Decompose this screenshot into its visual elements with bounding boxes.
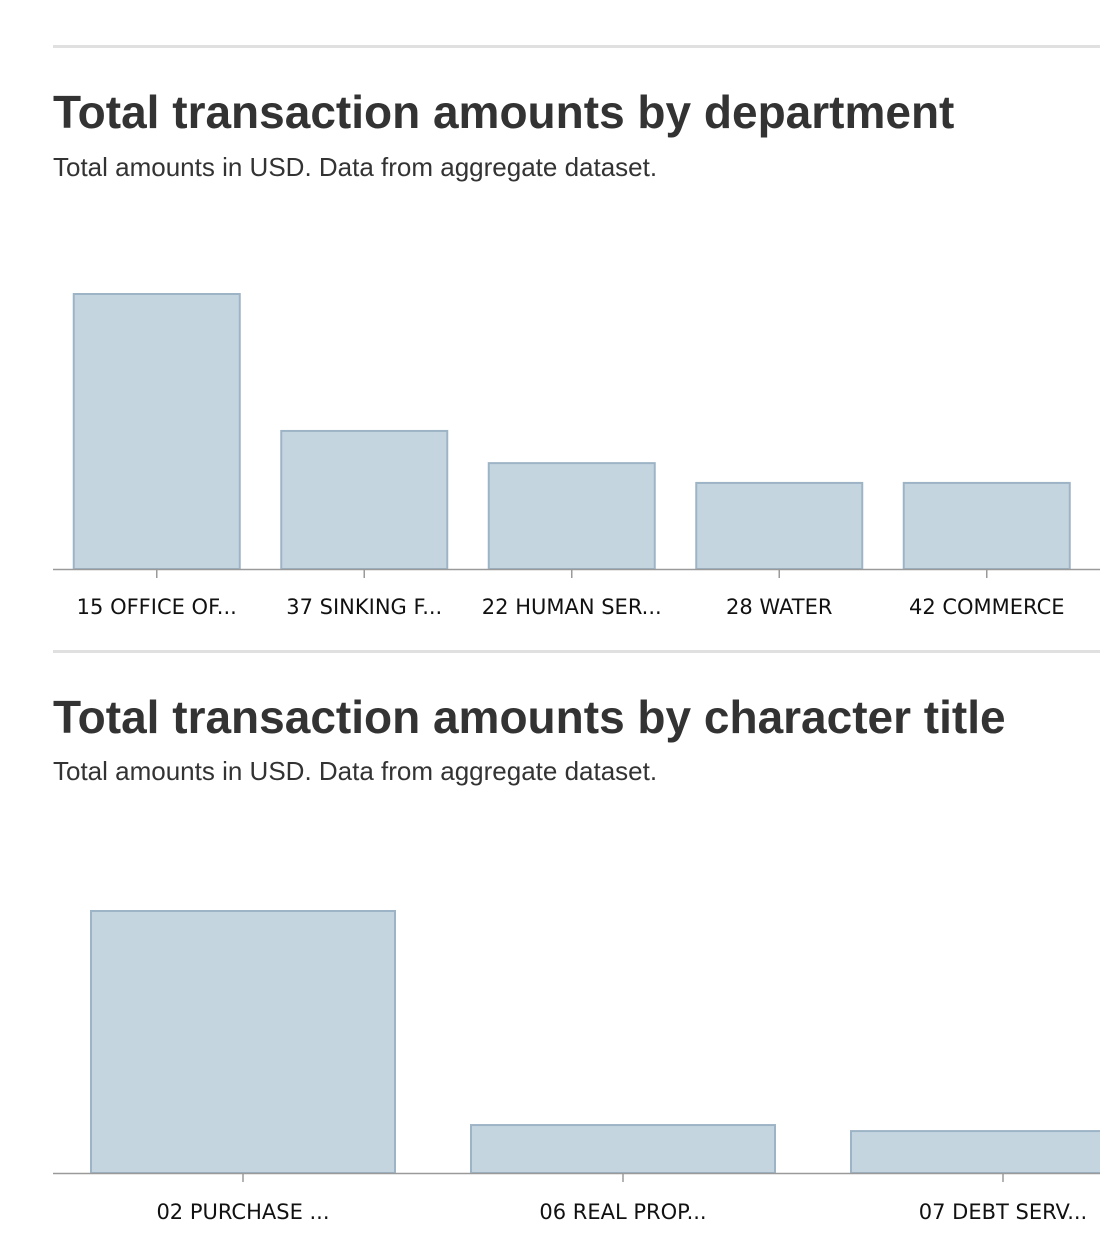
x-tick-label: 37 SINKING F... bbox=[286, 595, 442, 619]
bar bbox=[90, 910, 396, 1174]
chart-title: Total transaction amounts by character t… bbox=[53, 691, 1006, 743]
x-tick-label: 06 REAL PROP... bbox=[539, 1200, 706, 1224]
x-tick-label: 15 OFFICE OF... bbox=[77, 595, 237, 619]
department-bar-chart: 15 OFFICE OF... 37 SINKING F... 22 HUMAN S… bbox=[53, 293, 1100, 619]
bar bbox=[902, 481, 1071, 570]
bar bbox=[470, 1124, 776, 1174]
bar bbox=[72, 293, 241, 570]
x-tick-label: 22 HUMAN SER... bbox=[482, 595, 662, 619]
x-tick-label: 02 PURCHASE ... bbox=[156, 1200, 329, 1224]
section-divider-top bbox=[53, 45, 1100, 48]
x-tick-label: 07 DEBT SERV... bbox=[919, 1200, 1087, 1224]
bar bbox=[695, 481, 864, 570]
x-tick-label: 42 COMMERCE bbox=[909, 595, 1065, 619]
chart-subtitle: Total amounts in USD. Data from aggregat… bbox=[53, 756, 658, 786]
character-title-bar-chart: 02 PURCHASE ... 06 REAL PROP... 07 DEBT SE… bbox=[53, 910, 1100, 1224]
chart-subtitle: Total amounts in USD. Data from aggregat… bbox=[53, 152, 658, 182]
bar bbox=[487, 462, 656, 570]
chart-title: Total transaction amounts by department bbox=[53, 86, 955, 138]
x-tick-label: 28 WATER bbox=[726, 595, 832, 619]
bar bbox=[280, 429, 449, 570]
section-divider-middle bbox=[53, 650, 1100, 653]
bar bbox=[850, 1130, 1100, 1174]
